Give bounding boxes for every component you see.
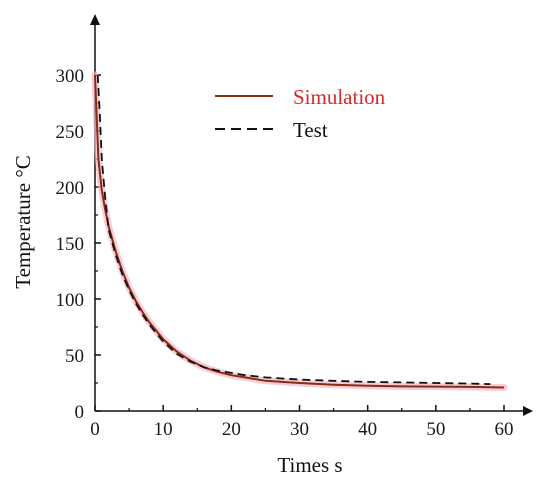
- tick-labels: 0 10 20 30 40 50 60 0 50 100 150 200 250 300: [56, 66, 514, 440]
- y-tick-label: 0: [75, 402, 85, 423]
- x-tick-label: 50: [426, 419, 445, 440]
- legend: Simulation Test: [215, 85, 386, 142]
- x-tick-label: 10: [154, 419, 173, 440]
- legend-label-simulation: Simulation: [293, 85, 386, 109]
- y-tick-label: 100: [56, 290, 85, 311]
- x-tick-label: 0: [90, 419, 100, 440]
- x-tick-label: 20: [222, 419, 241, 440]
- y-axis-title: Temperature °C: [11, 155, 35, 288]
- y-tick-label: 50: [65, 346, 84, 367]
- legend-label-test: Test: [293, 118, 328, 142]
- series-layer: [91, 71, 508, 391]
- y-tick-label: 150: [56, 234, 85, 255]
- x-axis-arrow: [523, 406, 533, 416]
- y-tick-label: 300: [56, 66, 85, 87]
- x-tick-label: 40: [358, 419, 377, 440]
- series-line-simulation: [94, 74, 505, 389]
- y-tick-label: 200: [56, 178, 85, 199]
- x-tick-label: 60: [495, 419, 514, 440]
- y-tick-label: 250: [56, 122, 85, 143]
- x-tick-label: 30: [290, 419, 309, 440]
- series-line-test: [96, 74, 491, 385]
- x-axis-title: Times s: [277, 453, 342, 477]
- plot-area: 0 10 20 30 40 50 60 0 50 100 150 200 250 300: [56, 14, 533, 440]
- y-axis-arrow: [90, 14, 100, 25]
